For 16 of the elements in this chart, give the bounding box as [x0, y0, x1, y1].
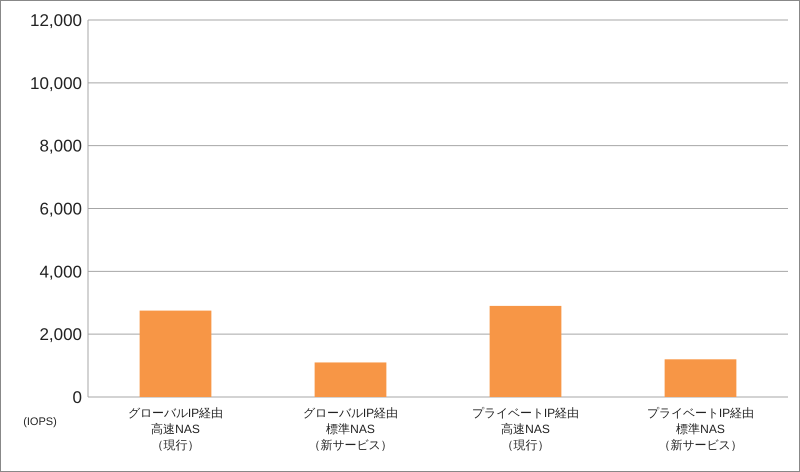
x-tick-label: プライベートIP経由標準NAS（新サービス） [646, 406, 754, 452]
y-tick-label: 12,000 [30, 11, 82, 30]
y-tick-label: 6,000 [39, 200, 82, 218]
x-tick-label: グローバルIP経由標準NAS（新サービス） [302, 406, 398, 452]
y-tick-label: 4,000 [39, 262, 82, 282]
y-tick-label: 0 [72, 388, 82, 407]
y-tick-label: 8,000 [39, 136, 82, 156]
y-tick-label: 2,000 [39, 325, 82, 344]
x-tick-label: グローバルIP経由高速NAS（現行） [128, 406, 224, 452]
bar [490, 306, 562, 397]
y-axis-title: (IOPS) [23, 416, 57, 428]
bar [140, 310, 212, 397]
bar [314, 362, 386, 397]
x-tick-label: プライベートIP経由高速NAS（現行） [472, 406, 580, 452]
y-tick-label: 10,000 [30, 74, 82, 93]
bar [664, 359, 736, 397]
